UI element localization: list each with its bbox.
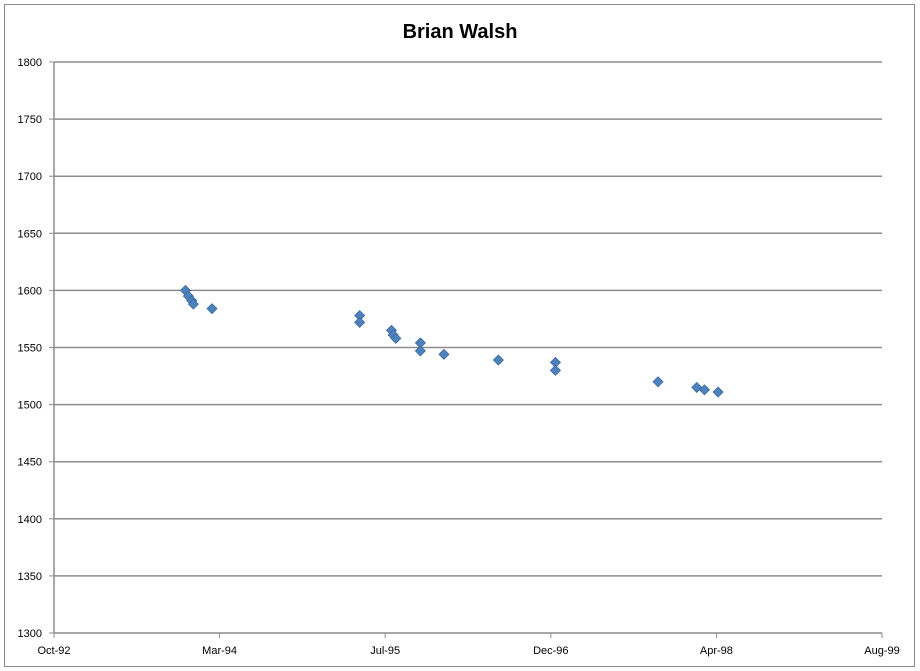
y-tick-label: 1550 — [18, 343, 42, 355]
data-point — [206, 303, 218, 315]
data-point — [438, 348, 450, 360]
y-tick-label: 1350 — [18, 571, 42, 583]
x-tick-label: Mar-94 — [202, 645, 237, 657]
y-tick-label: 1600 — [18, 285, 42, 297]
y-tick-label: 1650 — [18, 228, 42, 240]
y-tick-label: 1750 — [18, 114, 42, 126]
y-tick-label: 1300 — [18, 628, 42, 640]
y-tick-label: 1400 — [18, 514, 42, 526]
x-tick-label: Dec-96 — [533, 645, 568, 657]
data-point — [390, 332, 402, 344]
grid-lines — [54, 61, 882, 577]
x-tick-label: Apr-98 — [700, 645, 733, 657]
data-point — [414, 345, 426, 357]
x-tick-label: Oct-92 — [37, 645, 70, 657]
data-point — [492, 354, 504, 366]
data-point — [549, 364, 562, 376]
data-point — [187, 298, 199, 310]
y-tick-label: 1700 — [18, 171, 42, 183]
data-point — [354, 316, 366, 328]
data-points — [179, 284, 724, 398]
y-tick-label: 1450 — [18, 457, 42, 469]
y-tick-label: 1500 — [18, 400, 42, 412]
data-point — [698, 384, 711, 396]
y-tick-labels: 1300 1350 1400 1450 1500 1550 1600 1650 1700 1750… — [18, 57, 54, 640]
chart-frame — [4, 4, 915, 667]
x-tick-label: Jul-95 — [370, 645, 400, 657]
x-tick-label: Aug-99 — [864, 645, 899, 657]
y-tick-label: 1800 — [18, 57, 42, 69]
x-tick-labels: Oct-92 Mar-94 Jul-95 Dec-96 Apr-98 Aug-99 — [37, 633, 900, 657]
chart-title: Brian Walsh — [403, 21, 518, 43]
data-point — [712, 386, 724, 398]
data-point — [652, 376, 664, 388]
